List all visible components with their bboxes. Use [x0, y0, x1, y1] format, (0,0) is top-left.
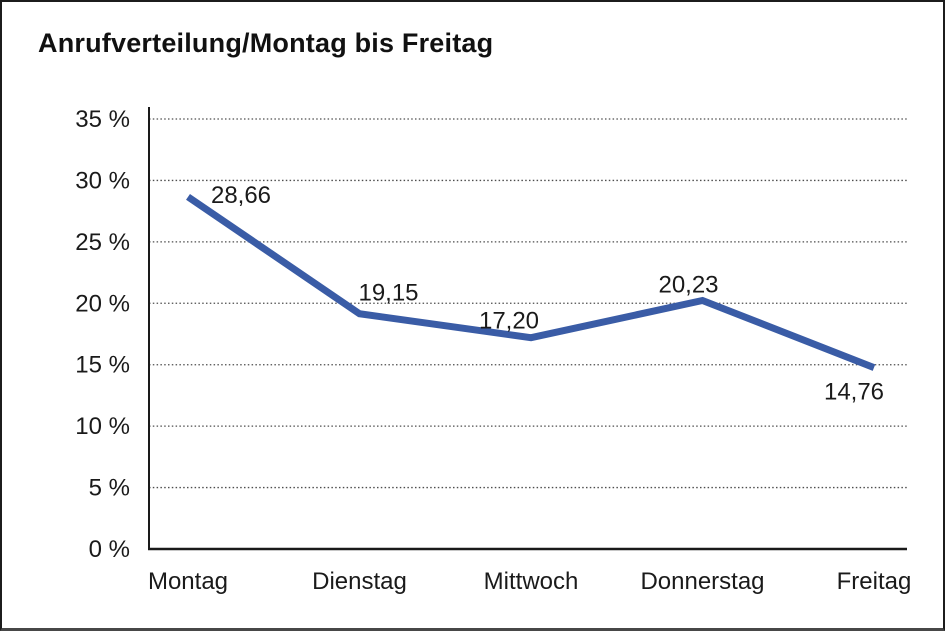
x-tick-label: Montag: [148, 568, 228, 595]
y-tick-label: 15 %: [75, 352, 130, 379]
y-tick-label: 35 %: [75, 106, 130, 133]
data-point-label: 28,66: [211, 182, 271, 209]
y-tick-label: 10 %: [75, 413, 130, 440]
data-point-label: 20,23: [658, 271, 718, 298]
data-point-label: 17,20: [479, 308, 539, 335]
data-point-label: 19,15: [358, 280, 418, 307]
y-tick-label: 5 %: [89, 475, 130, 502]
data-point-label: 14,76: [824, 379, 884, 406]
data-line: [186, 193, 876, 371]
x-tick-label: Dienstag: [312, 568, 407, 595]
x-tick-label: Freitag: [837, 568, 912, 595]
y-tick-label: 20 %: [75, 290, 130, 317]
x-tick-label: Donnerstag: [640, 568, 764, 595]
y-tick-label: 30 %: [75, 167, 130, 194]
x-tick-label: Mittwoch: [484, 568, 579, 595]
chart-title: Anrufverteilung/Montag bis Freitag: [38, 28, 494, 58]
y-tick-label: 0 %: [89, 536, 130, 563]
y-tick-label: 25 %: [75, 229, 130, 256]
